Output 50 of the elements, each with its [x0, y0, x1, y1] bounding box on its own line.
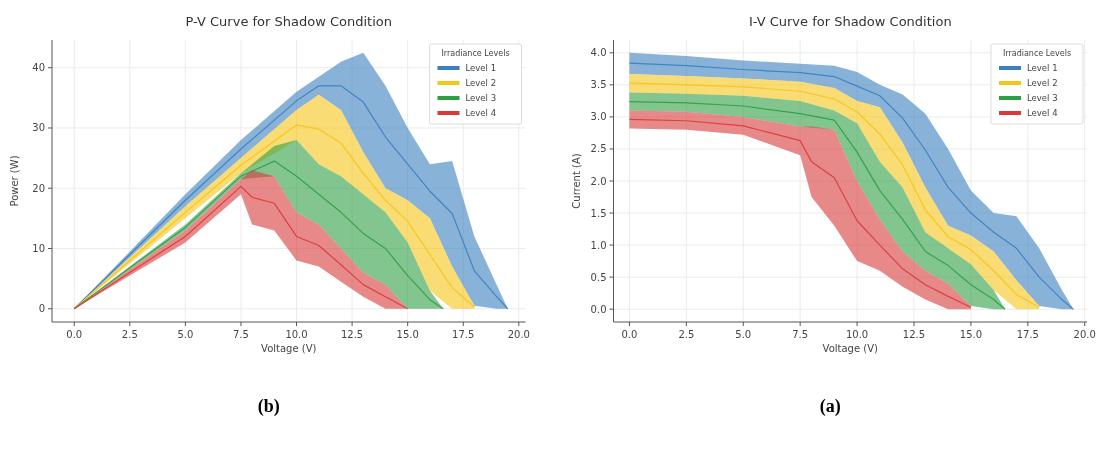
- x-axis-title: Voltage (V): [261, 343, 317, 354]
- y-tick-label: 3.0: [590, 111, 607, 123]
- legend-label: Level 2: [1027, 78, 1058, 88]
- y-tick-label: 10: [32, 242, 45, 254]
- x-tick-label: 17.5: [452, 329, 475, 340]
- x-tick-label: 20.0: [1073, 329, 1096, 340]
- x-tick-label: 2.5: [678, 329, 695, 340]
- x-tick-label: 12.5: [340, 329, 364, 340]
- y-tick-label: 20: [32, 182, 45, 194]
- text: (a): [819, 396, 841, 417]
- x-axis-title: Voltage (V): [822, 343, 879, 354]
- x-tick-label: 12.5: [902, 329, 926, 340]
- x-tick-label: 15.0: [396, 329, 419, 340]
- y-tick-label: 0: [38, 303, 45, 315]
- y-axis-title: Current (A): [570, 153, 582, 209]
- x-tick-label: 10.0: [285, 329, 308, 340]
- x-tick-label: 0.0: [621, 329, 638, 340]
- x-tick-label: 5.0: [735, 329, 752, 340]
- y-tick-label: 0.0: [590, 303, 607, 315]
- x-tick-label: 0.0: [66, 329, 83, 340]
- y-tick-label: 1.0: [590, 239, 607, 251]
- y-tick-label: 0.5: [590, 271, 607, 283]
- x-tick-label: 7.5: [233, 329, 249, 340]
- chart-title: I-V Curve for Shadow Condition: [748, 14, 952, 29]
- y-axis-title: Power (W): [9, 155, 20, 207]
- text: (b): [257, 396, 280, 417]
- x-tick-label: 7.5: [792, 329, 809, 340]
- y-tick-label: 1.5: [590, 207, 607, 219]
- chart-title: P-V Curve for Shadow Condition: [185, 14, 392, 29]
- legend-label: Level 1: [465, 63, 497, 73]
- legend-title: Irradiance Levels: [1002, 49, 1072, 58]
- y-tick-label: 2.5: [590, 143, 607, 155]
- x-tick-label: 20.0: [507, 329, 530, 340]
- legend-label: Level 2: [465, 78, 497, 88]
- y-tick-label: 2.0: [590, 175, 607, 187]
- legend-label: Level 1: [1027, 63, 1058, 73]
- y-tick-label: 4.0: [590, 47, 607, 59]
- x-tick-label: 10.0: [845, 329, 869, 340]
- x-tick-label: 5.0: [177, 329, 194, 340]
- y-tick-label: 40: [32, 62, 45, 74]
- legend-label: Level 3: [465, 93, 497, 103]
- y-tick-label: 3.5: [590, 79, 607, 91]
- legend-label: Level 4: [465, 108, 497, 118]
- legend-label: Level 3: [1027, 93, 1058, 103]
- x-tick-label: 2.5: [121, 329, 138, 340]
- legend-label: Level 4: [1027, 108, 1058, 118]
- x-tick-label: 17.5: [1016, 329, 1039, 340]
- legend-title: Irradiance Levels: [441, 49, 510, 58]
- x-tick-label: 15.0: [959, 329, 983, 340]
- y-tick-label: 30: [32, 122, 45, 134]
